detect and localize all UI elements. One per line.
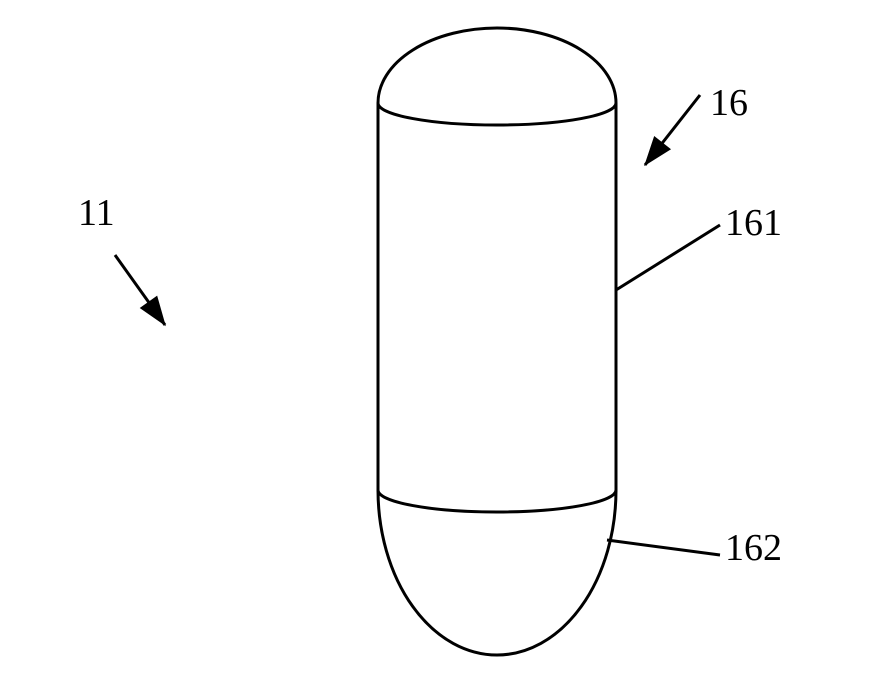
capsule-top-arc	[378, 28, 616, 103]
arrow-11	[115, 255, 165, 325]
leader-161	[616, 225, 720, 290]
capsule	[378, 28, 616, 655]
leader-162	[607, 540, 720, 555]
arrow-16	[645, 95, 700, 165]
capsule-bottom-rim	[378, 490, 616, 512]
label-161: 161	[725, 202, 782, 244]
capsule-top-rim	[378, 103, 616, 125]
label-162: 162	[725, 527, 782, 569]
capsule-bottom-dome	[378, 490, 616, 655]
label-16: 16	[710, 82, 748, 124]
label-11: 11	[78, 192, 115, 234]
